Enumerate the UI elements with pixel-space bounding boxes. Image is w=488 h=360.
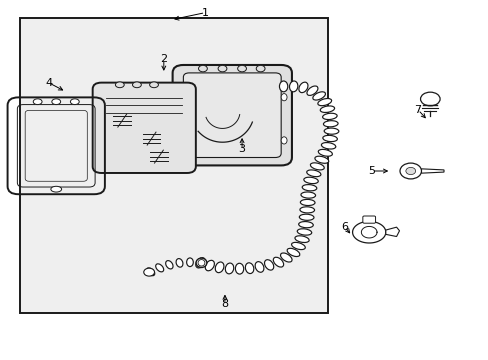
Ellipse shape — [146, 268, 154, 276]
Ellipse shape — [420, 92, 439, 106]
Ellipse shape — [115, 82, 124, 87]
Ellipse shape — [281, 137, 286, 144]
Ellipse shape — [149, 82, 158, 87]
Ellipse shape — [317, 99, 331, 106]
Ellipse shape — [324, 128, 338, 134]
Ellipse shape — [306, 86, 317, 95]
Text: 5: 5 — [367, 166, 374, 176]
Ellipse shape — [286, 248, 299, 257]
FancyBboxPatch shape — [362, 216, 375, 223]
FancyBboxPatch shape — [183, 73, 281, 158]
Ellipse shape — [132, 82, 141, 87]
Ellipse shape — [299, 214, 313, 220]
Text: 1: 1 — [202, 8, 208, 18]
Ellipse shape — [235, 263, 243, 274]
Ellipse shape — [186, 258, 193, 266]
Text: 7: 7 — [414, 105, 421, 115]
Text: 6: 6 — [341, 222, 347, 232]
Ellipse shape — [302, 185, 316, 191]
Ellipse shape — [300, 192, 315, 198]
Ellipse shape — [205, 260, 214, 271]
Ellipse shape — [197, 258, 203, 267]
Ellipse shape — [321, 143, 335, 149]
Ellipse shape — [52, 99, 61, 104]
Ellipse shape — [306, 170, 320, 177]
FancyBboxPatch shape — [93, 83, 195, 173]
Ellipse shape — [303, 177, 318, 184]
Ellipse shape — [299, 207, 314, 213]
Ellipse shape — [320, 106, 334, 112]
Ellipse shape — [298, 82, 307, 93]
Ellipse shape — [280, 253, 291, 262]
Ellipse shape — [273, 257, 283, 267]
Ellipse shape — [51, 186, 61, 192]
Text: 2: 2 — [160, 54, 167, 64]
Ellipse shape — [312, 92, 325, 100]
Ellipse shape — [294, 236, 308, 243]
Ellipse shape — [297, 229, 311, 235]
Ellipse shape — [256, 65, 264, 72]
Ellipse shape — [196, 258, 206, 267]
Ellipse shape — [314, 156, 328, 163]
Ellipse shape — [323, 121, 337, 127]
Circle shape — [399, 163, 421, 179]
Ellipse shape — [264, 260, 273, 270]
Ellipse shape — [322, 113, 336, 120]
Ellipse shape — [310, 163, 324, 170]
Ellipse shape — [143, 268, 154, 276]
Polygon shape — [421, 169, 443, 173]
Ellipse shape — [198, 65, 207, 72]
Ellipse shape — [176, 258, 183, 267]
Ellipse shape — [70, 99, 79, 104]
Ellipse shape — [225, 263, 233, 274]
Ellipse shape — [33, 99, 42, 104]
Ellipse shape — [322, 135, 337, 141]
Ellipse shape — [281, 94, 286, 101]
Polygon shape — [385, 227, 399, 237]
Ellipse shape — [165, 261, 173, 269]
Ellipse shape — [237, 65, 246, 72]
Ellipse shape — [218, 65, 226, 72]
Bar — [20, 18, 327, 313]
Ellipse shape — [245, 263, 253, 274]
Ellipse shape — [291, 242, 305, 249]
Ellipse shape — [279, 81, 287, 92]
Ellipse shape — [289, 81, 297, 92]
Ellipse shape — [195, 258, 205, 268]
Ellipse shape — [255, 262, 264, 272]
Ellipse shape — [155, 264, 163, 272]
Text: 8: 8 — [221, 299, 228, 309]
Text: 3: 3 — [238, 144, 245, 154]
Ellipse shape — [215, 262, 224, 273]
Ellipse shape — [318, 149, 332, 156]
Circle shape — [405, 167, 415, 175]
Text: 4: 4 — [45, 78, 52, 88]
Ellipse shape — [300, 199, 314, 206]
Ellipse shape — [298, 221, 313, 228]
FancyBboxPatch shape — [172, 65, 291, 166]
